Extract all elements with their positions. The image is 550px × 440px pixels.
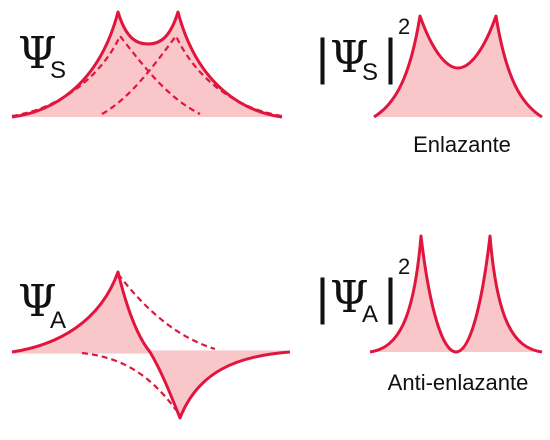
psi-a-symbol: Ψ <box>18 276 57 327</box>
psi-a-subscript: A <box>50 307 66 334</box>
psi-s-squared-left-bar: | <box>316 29 329 85</box>
psi-s-fill <box>12 12 282 117</box>
psi-a-fill-positive <box>12 272 150 352</box>
psi-a-curve <box>11 270 291 420</box>
psi-s-squared-curve <box>373 14 543 119</box>
psi-a-squared-right-bar: | <box>384 269 397 325</box>
psi-a-squared-symbol: Ψ <box>330 272 369 323</box>
psi-s-squared-caption: Enlazante <box>413 132 511 157</box>
panel-psi-s-squared: | Ψ S | 2 Enlazante <box>316 14 543 157</box>
psi-s-squared-symbol: Ψ <box>330 32 369 83</box>
psi-s-squared-right-bar: | <box>384 29 397 85</box>
psi-s-symbol: Ψ <box>18 28 57 79</box>
panel-psi-a: Ψ A <box>11 270 291 420</box>
psi-s-curve <box>11 10 283 119</box>
psi-s-subscript: S <box>50 57 66 84</box>
psi-a-squared-exponent: 2 <box>398 254 410 279</box>
panel-psi-a-squared: | Ψ A | 2 Anti-enlazante <box>316 234 543 395</box>
psi-a-atomic-orbital-right <box>81 351 177 411</box>
psi-s-squared-exponent: 2 <box>398 14 410 39</box>
psi-s-squared-subscript: S <box>362 59 378 86</box>
psi-a-fill-negative <box>150 352 290 418</box>
psi-a-atomic-orbital-left <box>117 273 216 351</box>
psi-a-squared-left-bar: | <box>316 269 329 325</box>
psi-a-squared-curve <box>369 234 543 354</box>
psi-a-squared-caption: Anti-enlazante <box>388 370 529 395</box>
panel-psi-s: Ψ S <box>11 10 283 119</box>
psi-a-squared-fill <box>370 236 542 352</box>
psi-a-squared-subscript: A <box>362 301 378 328</box>
